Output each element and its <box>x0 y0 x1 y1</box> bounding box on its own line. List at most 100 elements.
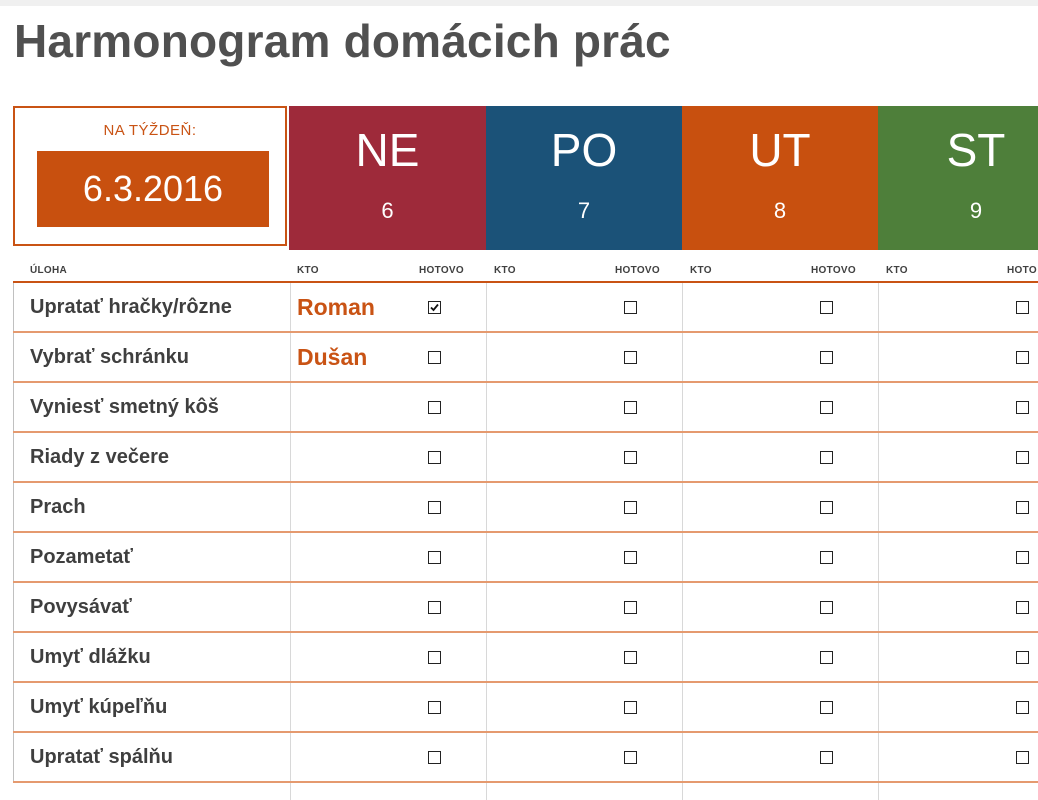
done-checkbox[interactable] <box>428 551 441 564</box>
row-left-border <box>13 283 14 333</box>
row-divider <box>13 481 1038 483</box>
day-abbr: UT <box>749 124 811 176</box>
check-icon <box>430 303 439 312</box>
who-cell[interactable]: Dušan <box>297 343 368 370</box>
column-header-done: HOTO <box>1007 265 1037 276</box>
column-header-who: KTO <box>886 265 908 276</box>
day-abbr: PO <box>550 124 618 176</box>
done-checkbox[interactable] <box>428 651 441 664</box>
done-checkbox[interactable] <box>820 401 833 414</box>
table-row: Umyť kúpeľňu <box>13 683 1038 733</box>
done-checkbox[interactable] <box>624 301 637 314</box>
done-checkbox[interactable] <box>624 351 637 364</box>
done-checkbox[interactable] <box>1016 401 1029 414</box>
table-row: Riady z večere <box>13 433 1038 483</box>
row-divider <box>13 431 1038 433</box>
done-checkbox[interactable] <box>624 501 637 514</box>
done-checkbox[interactable] <box>428 501 441 514</box>
column-divider <box>682 283 683 800</box>
table-row: Umyť dlážku <box>13 633 1038 683</box>
row-divider <box>13 331 1038 333</box>
row-left-border <box>13 333 14 383</box>
done-checkbox[interactable] <box>1016 501 1029 514</box>
task-name[interactable]: Umyť kúpeľňu <box>30 695 168 718</box>
row-divider <box>13 731 1038 733</box>
column-header-done: HOTOVO <box>419 265 464 276</box>
done-checkbox[interactable] <box>1016 301 1029 314</box>
table-row: Upratať hračky/rôzne Roman <box>13 283 1038 333</box>
done-checkbox[interactable] <box>1016 651 1029 664</box>
done-checkbox[interactable] <box>820 501 833 514</box>
column-header-done: HOTOVO <box>615 265 660 276</box>
task-name[interactable]: Povysávať <box>30 595 132 618</box>
done-checkbox[interactable] <box>1016 701 1029 714</box>
done-checkbox[interactable] <box>820 751 833 764</box>
done-checkbox[interactable] <box>428 351 441 364</box>
done-checkbox[interactable] <box>624 701 637 714</box>
who-cell[interactable]: Roman <box>297 293 375 320</box>
row-left-border <box>13 633 14 683</box>
top-strip <box>0 0 1038 6</box>
task-name[interactable]: Pozametať <box>30 545 133 568</box>
task-name[interactable]: Vyniesť smetný kôš <box>30 395 219 418</box>
day-header-ne: NE 6 <box>289 106 486 250</box>
task-name[interactable]: Riady z večere <box>30 445 169 468</box>
task-name[interactable]: Vybrať schránku <box>30 345 189 368</box>
done-checkbox[interactable] <box>820 651 833 664</box>
row-divider <box>13 631 1038 633</box>
done-checkbox[interactable] <box>624 551 637 564</box>
done-checkbox[interactable] <box>820 551 833 564</box>
table-row: Povysávať <box>13 583 1038 633</box>
row-left-border <box>13 683 14 733</box>
done-checkbox[interactable] <box>1016 351 1029 364</box>
row-left-border <box>13 533 14 583</box>
done-checkbox[interactable] <box>624 401 637 414</box>
row-left-border <box>13 483 14 533</box>
row-divider <box>13 581 1038 583</box>
done-checkbox[interactable] <box>428 401 441 414</box>
day-number: 8 <box>773 198 787 223</box>
done-checkbox[interactable] <box>820 451 833 464</box>
done-checkbox[interactable] <box>820 351 833 364</box>
week-date-field[interactable]: 6.3.2016 <box>37 151 269 227</box>
done-checkbox-checked[interactable] <box>428 301 441 314</box>
column-divider <box>290 283 291 800</box>
day-abbr: ST <box>946 124 1006 176</box>
row-left-border <box>13 583 14 633</box>
day-header-ut: UT 8 <box>682 106 878 250</box>
done-checkbox[interactable] <box>428 701 441 714</box>
column-header-who: KTO <box>494 265 516 276</box>
week-box: NA TÝŽDEŇ: 6.3.2016 <box>13 106 287 246</box>
done-checkbox[interactable] <box>820 701 833 714</box>
day-number: 7 <box>577 198 591 223</box>
done-checkbox[interactable] <box>428 601 441 614</box>
column-divider <box>486 283 487 800</box>
done-checkbox[interactable] <box>1016 451 1029 464</box>
row-divider <box>13 531 1038 533</box>
done-checkbox[interactable] <box>1016 751 1029 764</box>
done-checkbox[interactable] <box>1016 551 1029 564</box>
day-number: 9 <box>969 198 983 223</box>
task-name[interactable]: Upratať spálňu <box>30 745 173 768</box>
table-row: Prach <box>13 483 1038 533</box>
page-title: Harmonogram domácich prác <box>14 15 671 67</box>
done-checkbox[interactable] <box>624 601 637 614</box>
done-checkbox[interactable] <box>624 751 637 764</box>
task-name[interactable]: Upratať hračky/rôzne <box>30 295 232 318</box>
task-name[interactable]: Umyť dlážku <box>30 645 151 668</box>
row-divider <box>13 681 1038 683</box>
row-left-border <box>13 433 14 483</box>
done-checkbox[interactable] <box>1016 601 1029 614</box>
row-divider <box>13 381 1038 383</box>
done-checkbox[interactable] <box>428 451 441 464</box>
done-checkbox[interactable] <box>428 751 441 764</box>
day-abbr: NE <box>355 124 420 176</box>
done-checkbox[interactable] <box>820 601 833 614</box>
column-header-task: ÚLOHA <box>30 265 68 276</box>
done-checkbox[interactable] <box>820 301 833 314</box>
task-name[interactable]: Prach <box>30 495 86 518</box>
done-checkbox[interactable] <box>624 651 637 664</box>
week-label: NA TÝŽDEŇ: <box>103 122 197 139</box>
done-checkbox[interactable] <box>624 451 637 464</box>
table-row: Upratať spálňu <box>13 733 1038 783</box>
